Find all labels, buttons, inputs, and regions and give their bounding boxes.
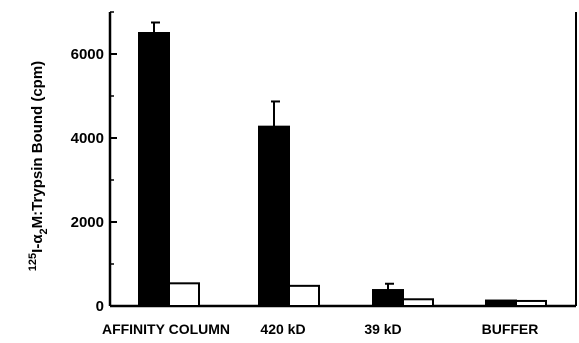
bar-series2-4 (515, 299, 547, 307)
bar-series1-4 (485, 299, 517, 308)
bar-series2-3 (402, 298, 434, 307)
y-axis-title-superscript: 125 (27, 253, 39, 271)
bar-series2-1 (168, 282, 200, 308)
x-category-label: BUFFER (482, 321, 539, 337)
error-bars (151, 21, 394, 291)
y-ticks: 0 2000 4000 6000 (71, 11, 117, 315)
y-tick-label: 6000 (71, 46, 104, 63)
bar-series2-2 (288, 284, 320, 307)
x-category-label: 420 kD (260, 321, 305, 337)
bar-series1-3 (372, 289, 404, 308)
y-axis-title: 125I-α2M:Trypsin Bound (cpm) (27, 61, 50, 271)
x-category-label: AFFINITY COLUMN (102, 321, 230, 337)
y-axis-title-subscript: 2 (38, 228, 50, 234)
y-axis-title-main: I-α (29, 234, 46, 253)
y-tick-label: 2000 (71, 214, 104, 231)
axes (108, 12, 577, 308)
x-category-label: 39 kD (364, 321, 401, 337)
y-tick-label: 4000 (71, 130, 104, 147)
bar-series1-1 (138, 32, 170, 307)
bars (138, 32, 547, 308)
y-tick-label: 0 (96, 298, 104, 315)
y-axis-title-tail: M:Trypsin Bound (cpm) (29, 61, 46, 229)
bar-series1-2 (258, 125, 290, 307)
x-category-labels: AFFINITY COLUMN 420 kD 39 kD BUFFER (102, 321, 538, 337)
